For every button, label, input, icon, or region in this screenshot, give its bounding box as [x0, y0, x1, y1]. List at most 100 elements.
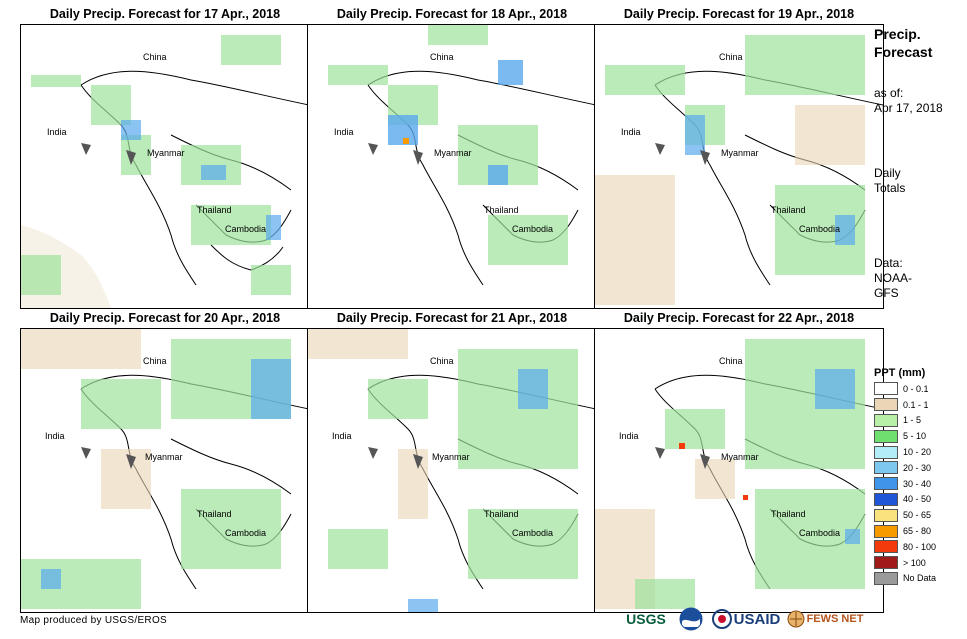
map-graphic	[595, 339, 883, 609]
legend-swatch	[874, 556, 898, 570]
label-thailand: Thailand	[484, 205, 519, 215]
legend-label: 0 - 0.1	[903, 383, 929, 394]
label-china: China	[143, 52, 167, 62]
legend-swatch	[874, 492, 898, 506]
label-myanmar: Myanmar	[432, 452, 470, 462]
label-myanmar: Myanmar	[721, 148, 759, 158]
data-source-line2: GFS	[874, 286, 899, 300]
label-myanmar: Myanmar	[434, 148, 472, 158]
legend-swatch	[874, 398, 898, 412]
label-thailand: Thailand	[771, 509, 806, 519]
totals-line1: Daily	[874, 166, 901, 180]
label-myanmar: Myanmar	[145, 452, 183, 462]
precip-map-22apr: China India Myanmar Thailand Cambodia	[594, 328, 884, 613]
data-source-line1: NOAA-	[874, 271, 913, 285]
label-thailand: Thailand	[197, 205, 232, 215]
legend-swatch	[874, 413, 898, 427]
legend-swatch	[874, 540, 898, 554]
panel-title: Daily Precip. Forecast for 20 Apr., 2018	[49, 311, 281, 325]
asof-date: Apr 17, 2018	[874, 101, 943, 115]
label-cambodia: Cambodia	[225, 224, 267, 234]
panel-title: Daily Precip. Forecast for 19 Apr., 2018	[623, 7, 855, 21]
legend-item: 65 - 80	[874, 523, 964, 539]
legend-label: No Data	[903, 573, 937, 584]
legend-item: 10 - 20	[874, 444, 964, 460]
panel-title: Daily Precip. Forecast for 22 Apr., 2018	[623, 311, 855, 325]
legend-label: > 100	[903, 557, 926, 568]
label-cambodia: Cambodia	[799, 528, 841, 538]
legend-label: 20 - 30	[903, 462, 932, 473]
legend-label: 50 - 65	[903, 510, 932, 521]
map-graphic	[21, 35, 309, 308]
label-china: China	[430, 356, 454, 366]
precip-map-21apr: China India Myanmar Thailand Cambodia	[307, 328, 597, 613]
label-china: China	[719, 52, 743, 62]
forecast-panel-19apr: Daily Precip. Forecast for 19 Apr., 2018…	[594, 4, 884, 309]
fewsnet-globe-icon	[787, 610, 805, 628]
totals-line2: Totals	[874, 181, 906, 195]
legend-item: 80 - 100	[874, 539, 964, 555]
forecast-panel-17apr: Daily Precip. Forecast for 17 Apr., 2018…	[20, 4, 310, 309]
fewsnet-logo-text: FEWS NET	[806, 613, 864, 625]
sidebar-asof: as of: Apr 17, 2018	[874, 86, 943, 116]
panel-title: Daily Precip. Forecast for 17 Apr., 2018	[49, 7, 281, 21]
forecast-panel-20apr: Daily Precip. Forecast for 20 Apr., 2018…	[20, 308, 310, 613]
forecast-panel-18apr: Daily Precip. Forecast for 18 Apr., 2018…	[307, 4, 597, 309]
fewsnet-logo: FEWS NET	[786, 606, 864, 632]
legend-title: PPT (mm)	[874, 367, 926, 379]
label-china: China	[430, 52, 454, 62]
usaid-logo: USAID	[708, 606, 784, 632]
legend-label: 5 - 10	[903, 431, 927, 442]
legend-label: 65 - 80	[903, 526, 932, 537]
label-thailand: Thailand	[484, 509, 519, 519]
data-label: Data:	[874, 256, 903, 270]
label-thailand: Thailand	[771, 205, 806, 215]
label-cambodia: Cambodia	[799, 224, 841, 234]
map-graphic	[21, 329, 309, 609]
label-india: India	[47, 127, 67, 137]
legend-label: 30 - 40	[903, 478, 932, 489]
legend-label: 0.1 - 1	[903, 399, 929, 410]
sidebar-title-line2: Forecast	[874, 44, 933, 60]
label-cambodia: Cambodia	[512, 224, 554, 234]
legend-swatch	[874, 477, 898, 491]
label-india: India	[621, 127, 641, 137]
legend-label: 80 - 100	[903, 541, 937, 552]
legend-item: No Data	[874, 571, 964, 587]
legend-label: 40 - 50	[903, 494, 932, 505]
label-india: India	[619, 431, 639, 441]
legend-label: 10 - 20	[903, 447, 932, 458]
sidebar-data-source: Data: NOAA- GFS	[874, 256, 912, 301]
precip-map-17apr: China India Myanmar Thailand Cambodia	[20, 24, 310, 309]
usaid-seal-icon	[711, 609, 732, 629]
legend-item: 40 - 50	[874, 492, 964, 508]
forecast-panel-22apr: Daily Precip. Forecast for 22 Apr., 2018…	[594, 308, 884, 613]
map-graphic	[308, 329, 596, 612]
label-china: China	[143, 356, 167, 366]
precip-map-18apr: China India Myanmar Thailand Cambodia	[307, 24, 597, 309]
map-graphic	[328, 25, 596, 286]
label-myanmar: Myanmar	[721, 452, 759, 462]
asof-label: as of:	[874, 86, 904, 100]
noaa-logo	[678, 606, 704, 632]
legend-swatch	[874, 382, 898, 396]
legend-rows: 0 - 0.1 0.1 - 1 1 - 5 5 - 10 10 - 20 20 - 30 3…	[874, 381, 964, 586]
legend-label: 1 - 5	[903, 415, 922, 426]
map-credit: Map produced by USGS/EROS	[20, 615, 168, 626]
legend-item: 0 - 0.1	[874, 381, 964, 397]
usgs-logo: USGS	[617, 606, 675, 632]
precip-map-20apr: China India Myanmar Thailand Cambodia	[20, 328, 310, 613]
legend-swatch	[874, 429, 898, 443]
legend-swatch	[874, 445, 898, 459]
legend-swatch	[874, 524, 898, 538]
legend-item: 1 - 5	[874, 413, 964, 429]
legend-swatch	[874, 508, 898, 522]
panel-title: Daily Precip. Forecast for 21 Apr., 2018	[336, 311, 568, 325]
legend-item: 50 - 65	[874, 507, 964, 523]
legend-swatch	[874, 571, 898, 585]
forecast-panel-21apr: Daily Precip. Forecast for 21 Apr., 2018…	[307, 308, 597, 613]
map-graphic	[595, 35, 883, 305]
ppt-legend: PPT (mm) 0 - 0.1 0.1 - 1 1 - 5 5 - 10 10 - 2…	[874, 365, 964, 586]
legend-item: > 100	[874, 555, 964, 571]
sidebar-title: Precip. Forecast	[874, 25, 932, 61]
